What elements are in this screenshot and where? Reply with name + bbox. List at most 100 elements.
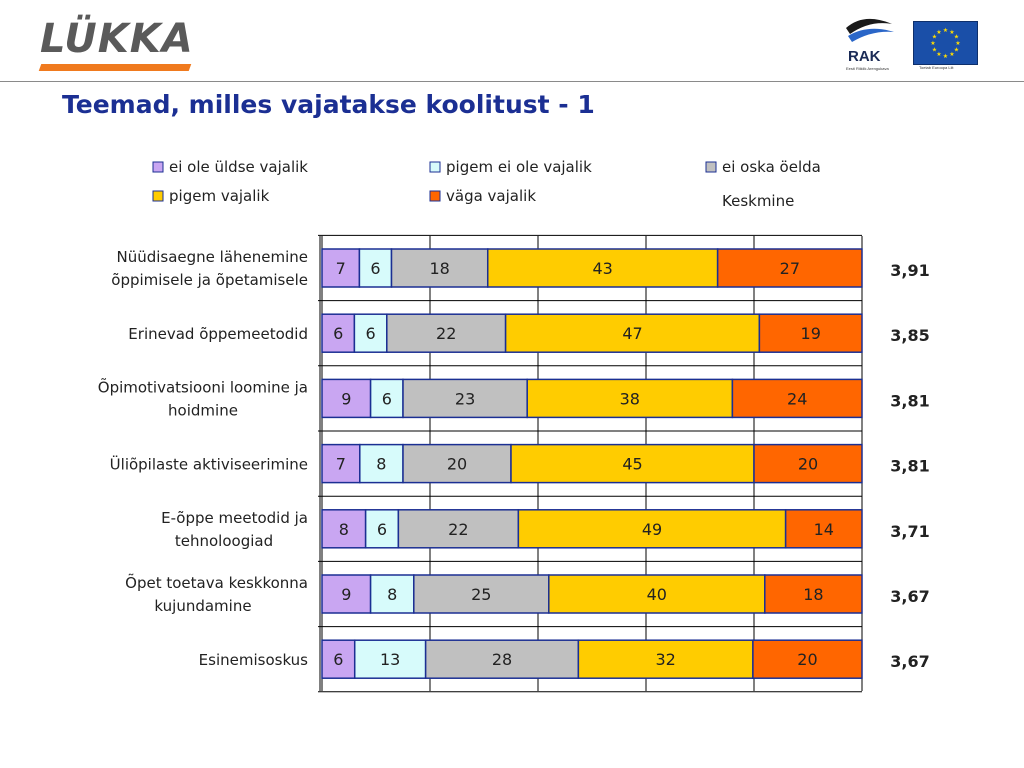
lukka-logo: LÜKKA — [38, 16, 194, 71]
legend-label-ei-ole: ei ole üldse vajalik — [169, 158, 308, 176]
bar-segment-vaga-vajalik — [784, 509, 863, 549]
data-label-vaga-vajalik: 20 — [798, 455, 818, 474]
legend-swatch-pigem-ei — [429, 161, 441, 173]
data-label-ei-oska: 25 — [471, 585, 491, 604]
data-label-pigem-ei: 13 — [380, 650, 400, 669]
category-label: E-õppe meetodid ja — [161, 509, 308, 527]
eu-flag-icon: ★ ★ ★ ★ ★ ★ ★ ★ ★ ★ ★ ★ — [913, 21, 978, 65]
data-label-pigem-vajalik: 43 — [593, 259, 613, 278]
svg-text:★: ★ — [954, 34, 959, 41]
svg-text:★: ★ — [949, 51, 954, 58]
svg-text:★: ★ — [936, 51, 941, 58]
data-label-ei-oska: 22 — [436, 324, 456, 343]
bar-segment-pigem-vajalik — [526, 378, 734, 419]
mean-value: 3,67 — [890, 652, 929, 671]
data-label-vaga-vajalik: 24 — [787, 389, 807, 408]
category-label: Üliõpilaste aktiviseerimine — [110, 455, 308, 474]
mean-value: 3,71 — [890, 522, 929, 541]
rak-swoosh-icon — [846, 18, 894, 42]
svg-text:★: ★ — [955, 40, 960, 47]
bar-segment-pigem-ei — [369, 574, 415, 614]
data-label-pigem-vajalik: 47 — [622, 324, 642, 343]
legend-label-vaga-vajalik: väga vajalik — [446, 187, 536, 205]
legend-mean-header: Keskmine — [722, 192, 794, 210]
eu-logo: ★ ★ ★ ★ ★ ★ ★ ★ ★ ★ ★ ★ Toetab Euroopa Liit — [913, 21, 978, 70]
legend-swatch-ei-oska — [705, 161, 717, 173]
mean-value: 3,85 — [890, 326, 929, 345]
data-label-ei-ole: 6 — [333, 650, 343, 669]
svg-text:★: ★ — [949, 29, 954, 36]
data-label-pigem-vajalik: 45 — [622, 455, 642, 474]
category-label: Õpet toetava keskkonna — [125, 573, 308, 592]
data-label-pigem-vajalik: 49 — [642, 520, 662, 539]
data-label-ei-ole: 9 — [341, 585, 351, 604]
category-label-line2: hoidmine — [168, 401, 238, 419]
bar-segment-vaga-vajalik — [764, 574, 863, 614]
legend-swatch-vaga-vajalik — [429, 190, 441, 202]
bar-segment-vaga-vajalik — [716, 248, 863, 288]
bar-segment-ei-ole — [321, 639, 356, 679]
rak-label: RAK — [848, 48, 881, 65]
data-label-ei-oska: 28 — [492, 650, 512, 669]
slide-header: LÜKKA RAK Eesti Riiklik Arengukava ★ ★ ★ ★… — [0, 0, 1024, 82]
data-label-ei-oska: 23 — [455, 389, 475, 408]
svg-text:★: ★ — [932, 47, 937, 54]
bar-segment-pigem-vajalik — [577, 639, 754, 679]
bar-segment-ei-oska — [402, 443, 512, 484]
category-label: Õpimotivatsiooni loomine ja — [98, 377, 308, 396]
data-label-pigem-vajalik: 32 — [655, 650, 675, 669]
legend-swatch-pigem-vajalik — [152, 190, 164, 202]
data-label-ei-ole: 7 — [336, 455, 346, 474]
data-label-vaga-vajalik: 27 — [780, 259, 800, 278]
bar-segment-ei-oska — [390, 248, 489, 288]
mean-value: 3,81 — [890, 391, 929, 410]
bar-segment-pigem-vajalik — [510, 443, 755, 484]
bar-segment-ei-oska — [413, 574, 550, 614]
svg-text:★: ★ — [943, 27, 948, 34]
category-label-line2: tehnoloogiad — [175, 532, 273, 550]
legend-swatch-ei-ole — [152, 161, 164, 173]
category-label: Erinevad õppemeetodid — [128, 325, 308, 343]
data-label-pigem-ei: 6 — [382, 389, 392, 408]
data-label-vaga-vajalik: 20 — [797, 650, 817, 669]
bar-segment-pigem-vajalik — [548, 574, 766, 614]
data-label-ei-oska: 22 — [448, 520, 468, 539]
data-label-vaga-vajalik: 14 — [814, 520, 834, 539]
category-label-line2: kujundamine — [154, 597, 251, 615]
data-label-ei-ole: 6 — [333, 324, 343, 343]
data-label-ei-oska: 20 — [447, 455, 467, 474]
bar-segment-ei-oska — [402, 378, 528, 419]
bar-segment-vaga-vajalik — [753, 443, 863, 484]
bar-segment-ei-oska — [397, 509, 520, 549]
bar-segment-vaga-vajalik — [731, 378, 863, 419]
svg-text:★: ★ — [932, 34, 937, 41]
category-label-line2: õppimisele ja õpetamisele — [111, 271, 308, 289]
mean-value: 3,81 — [890, 457, 929, 476]
svg-text:★: ★ — [943, 53, 948, 60]
bar-segment-vaga-vajalik — [752, 639, 863, 679]
eu-subtitle: Toetab Euroopa Liit — [919, 65, 954, 70]
bar-segment-ei-ole — [321, 378, 372, 419]
legend-label-ei-oska: ei oska öelda — [722, 158, 821, 176]
legend-label-pigem-ei: pigem ei ole vajalik — [446, 158, 592, 176]
rak-logo: RAK Eesti Riiklik Arengukava — [840, 12, 898, 76]
data-label-vaga-vajalik: 19 — [801, 324, 821, 343]
data-label-pigem-ei: 6 — [377, 520, 387, 539]
bar-segment-pigem-ei — [353, 313, 388, 353]
bar-segment-pigem-vajalik — [517, 509, 787, 549]
bar-segment-pigem-ei — [359, 443, 404, 484]
bar-segment-ei-oska — [386, 313, 507, 353]
bar-segment-vaga-vajalik — [758, 313, 863, 353]
data-label-vaga-vajalik: 18 — [803, 585, 823, 604]
data-label-pigem-vajalik: 38 — [620, 389, 640, 408]
mean-value: 3,67 — [890, 587, 929, 606]
logo-text: LÜKKA — [40, 16, 194, 62]
data-label-pigem-ei: 8 — [387, 585, 397, 604]
svg-text:★: ★ — [930, 40, 935, 47]
data-label-ei-ole: 7 — [336, 259, 346, 278]
slide-title: Teemad, milles vajatakse koolitust - 1 — [62, 90, 595, 119]
data-label-pigem-ei: 6 — [366, 324, 376, 343]
bar-segment-ei-ole — [321, 443, 361, 484]
data-label-pigem-vajalik: 40 — [647, 585, 667, 604]
data-label-pigem-ei: 8 — [376, 455, 386, 474]
